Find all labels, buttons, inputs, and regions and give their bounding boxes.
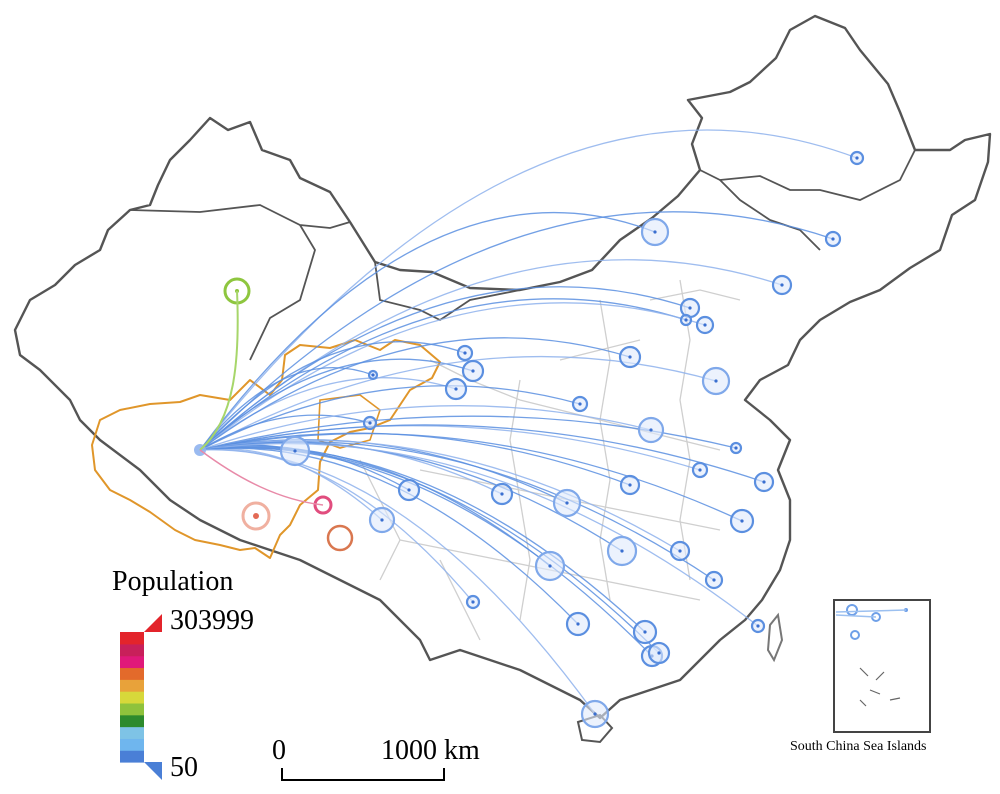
legend-title: Population	[112, 566, 234, 597]
legend-max-label: 303999	[170, 605, 254, 636]
flow-line	[199, 449, 596, 715]
destination-node-center	[628, 483, 632, 487]
destination-node-center	[698, 468, 702, 472]
flow-line	[199, 447, 579, 625]
legend-color-step	[120, 702, 144, 716]
inset-frame	[833, 599, 931, 733]
destination-node-center	[684, 318, 688, 322]
destination-node-center	[831, 237, 835, 241]
flow-line	[199, 446, 660, 654]
flow-line	[199, 358, 474, 451]
destination-node-center	[293, 449, 297, 453]
destination-node-center	[500, 492, 504, 496]
flow-line	[199, 424, 765, 483]
destination-node-center	[371, 373, 375, 377]
legend-min-label: 50	[170, 752, 198, 783]
scale-max-label: 1000 km	[381, 735, 480, 766]
flow-line	[199, 441, 715, 581]
taiwan-outline	[766, 612, 784, 663]
flow-line	[199, 439, 681, 552]
destination-node-center	[578, 402, 582, 406]
province-borders	[359, 279, 741, 641]
flow-line	[199, 432, 743, 522]
flow-line	[199, 302, 706, 451]
flow-line	[199, 212, 656, 451]
destination-node-center	[565, 501, 569, 505]
destination-node-center	[649, 428, 653, 432]
destination-node-center	[657, 651, 661, 655]
destination-node-center	[653, 230, 657, 234]
legend-max-arrow	[144, 614, 162, 632]
flow-green	[199, 290, 239, 451]
flow-line	[199, 367, 374, 451]
flow-line	[199, 414, 371, 451]
legend-color-step	[120, 655, 144, 669]
flow-line	[199, 337, 631, 451]
destination-node-center	[688, 306, 692, 310]
destination-node-center	[762, 480, 766, 484]
node-salmon	[241, 501, 271, 531]
highlighted-region	[91, 339, 441, 559]
legend-color-step	[120, 726, 144, 739]
node-orange	[326, 524, 354, 552]
flow-line	[199, 355, 717, 451]
flow-line	[199, 446, 646, 633]
legend-color-bar	[120, 632, 144, 763]
destination-node-center	[471, 369, 475, 373]
legend-color-step	[120, 738, 144, 751]
legend-color-step	[120, 691, 144, 704]
destination-node-center	[454, 387, 458, 391]
node-pink	[313, 495, 333, 515]
legend-color-step	[120, 750, 144, 763]
destination-node-center	[548, 564, 552, 568]
destination-node-center	[740, 519, 744, 523]
flow-line	[199, 442, 759, 627]
destination-node-center	[368, 421, 372, 425]
destination-node-center	[703, 323, 707, 327]
destination-node-center	[712, 578, 716, 582]
inset-label: South China Sea Islands	[790, 739, 927, 754]
flow-line	[199, 286, 691, 451]
destination-node-center	[714, 379, 718, 383]
scale-zero-label: 0	[272, 735, 286, 766]
flow-line	[199, 298, 687, 451]
internal-borders	[129, 149, 916, 361]
legend-color-step	[120, 632, 144, 645]
legend-color-step	[120, 714, 144, 728]
legend-color-step	[120, 643, 144, 657]
destination-node-center	[380, 518, 384, 522]
flow-lines	[199, 129, 858, 715]
flow-pink	[199, 449, 324, 506]
destination-node-center	[780, 283, 784, 287]
inset-content	[835, 604, 908, 707]
destination-node-center	[855, 156, 859, 160]
node-salmon-center	[253, 513, 259, 519]
destination-node-center	[756, 624, 760, 628]
flow-line	[199, 129, 858, 451]
destination-node-center	[678, 549, 682, 553]
destination-nodes	[279, 150, 865, 729]
destination-node-center	[620, 549, 624, 553]
destination-node-center	[734, 446, 738, 450]
destination-node-center	[463, 351, 467, 355]
destination-node-center	[407, 488, 411, 492]
legend-min-arrow	[144, 762, 162, 780]
legend-color-step	[120, 679, 144, 692]
flow-line	[199, 377, 457, 451]
destination-node-center	[643, 630, 647, 634]
destination-node-center	[628, 355, 632, 359]
destination-node-center	[576, 622, 580, 626]
country-outline	[13, 14, 992, 720]
destination-node-center	[471, 600, 475, 604]
scale-bar	[281, 768, 445, 781]
destination-node-center	[593, 712, 597, 716]
legend-color-step	[120, 667, 144, 680]
flow-line	[199, 405, 652, 451]
flow-line	[199, 211, 834, 451]
